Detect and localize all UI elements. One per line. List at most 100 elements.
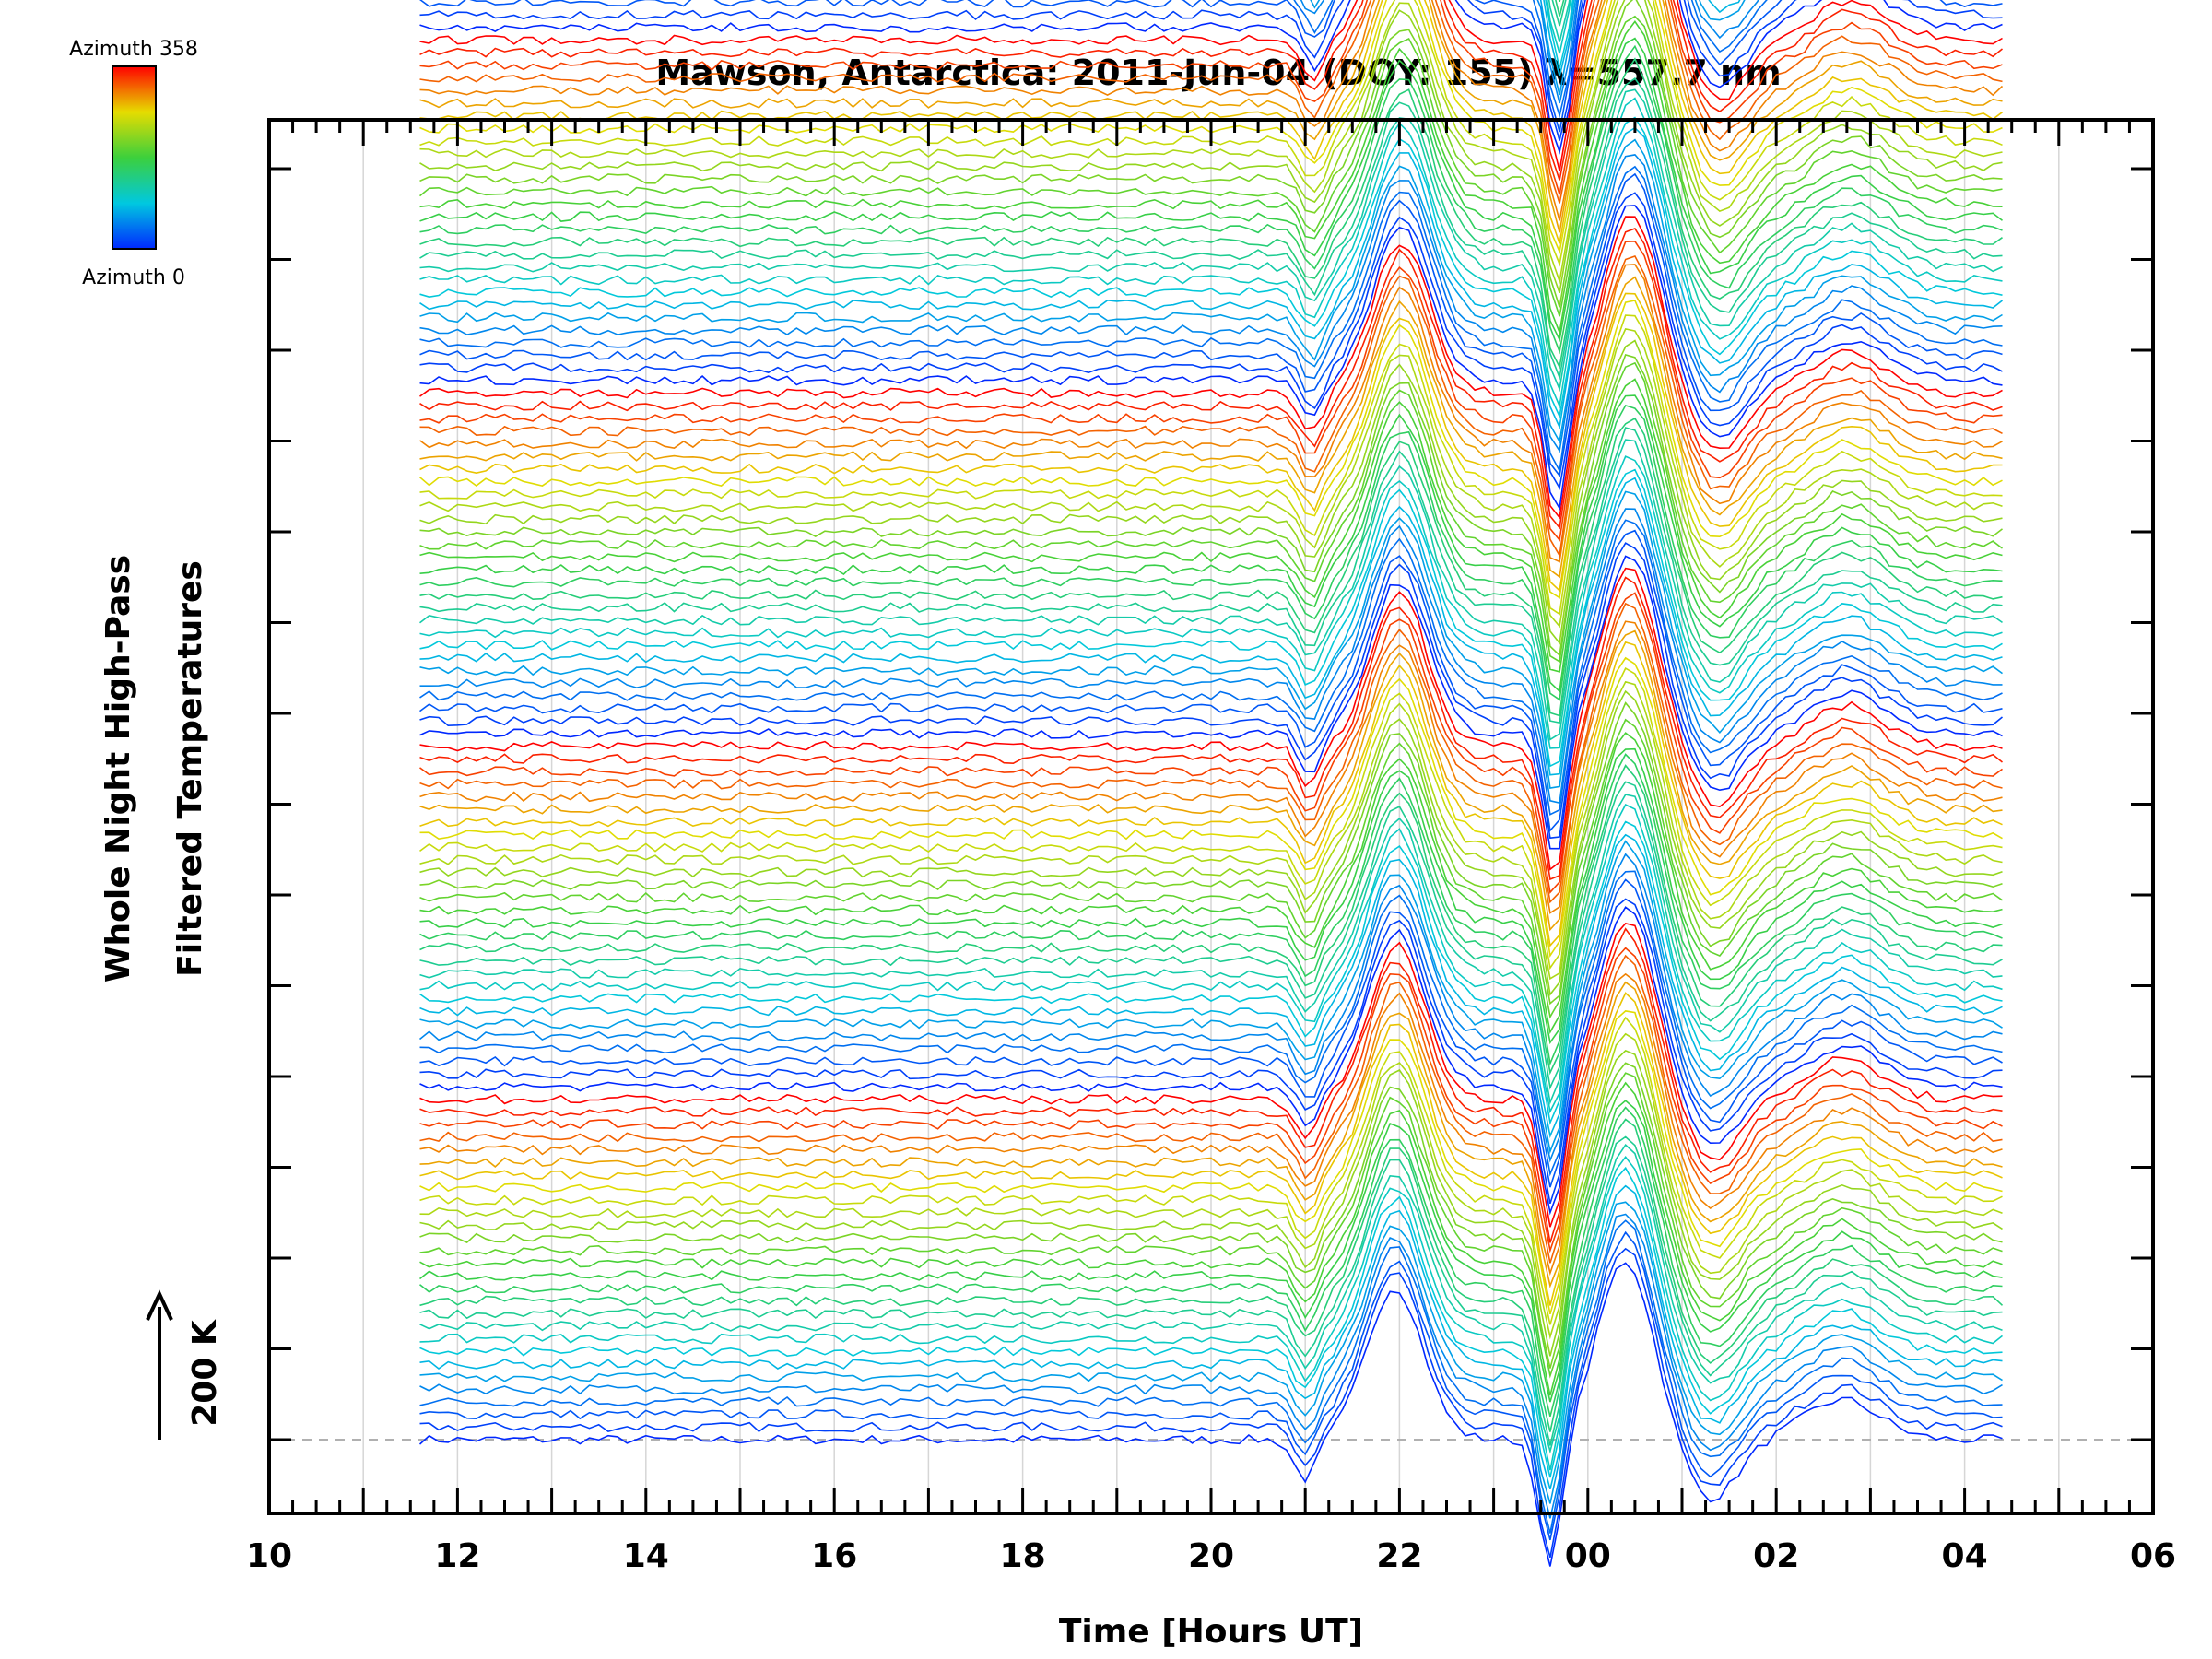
x-tick-label: 18 <box>1000 1537 1046 1575</box>
series-line <box>419 689 2003 996</box>
series-line <box>419 57 2003 370</box>
colorbar-gradient <box>112 65 157 250</box>
y-axis-label-line-2: Filtered Temperatures <box>171 560 209 977</box>
series-line <box>1551 0 1567 27</box>
series-line <box>419 292 2003 593</box>
series-line <box>419 1155 2003 1471</box>
series-line <box>419 718 2003 1019</box>
series-line <box>419 354 2003 657</box>
series-line <box>419 205 2003 511</box>
series-line <box>418 853 2003 1163</box>
colorbar: Azimuth 358 Azimuth 0 <box>69 38 198 289</box>
x-axis-label: Time [Hours UT] <box>1059 1613 1363 1651</box>
series-line <box>419 656 2003 958</box>
series-line <box>419 592 2003 894</box>
x-tick-label: 04 <box>1942 1537 1988 1575</box>
x-tick-label: 20 <box>1188 1537 1234 1575</box>
series-line <box>419 216 2003 520</box>
series-line <box>419 228 2003 530</box>
x-tick-label: 02 <box>1753 1537 1799 1575</box>
series-line <box>419 981 2003 1288</box>
x-tick-label: 14 <box>623 1537 669 1575</box>
series-line <box>419 781 2003 1090</box>
series-line <box>419 1010 2003 1315</box>
series-line <box>419 529 2003 832</box>
scale-bar: 200 K <box>146 1289 224 1440</box>
series-line <box>419 947 2003 1253</box>
x-tick-label: 06 <box>2130 1537 2176 1575</box>
series-line <box>419 620 2003 914</box>
series-line <box>419 490 2003 790</box>
series-line <box>419 878 2003 1188</box>
series-line <box>419 555 2003 850</box>
series-line <box>419 1049 2003 1357</box>
series-line <box>419 255 2003 559</box>
tick-marks <box>267 120 2155 1513</box>
series-line <box>419 567 2003 871</box>
x-tick-label: 00 <box>1565 1537 1611 1575</box>
series-line <box>419 439 2003 741</box>
series-line <box>419 314 2003 616</box>
series-line <box>419 629 2003 932</box>
series-line <box>419 327 2003 629</box>
series-line <box>419 97 2003 409</box>
x-tick-label: 10 <box>246 1537 292 1575</box>
series-line <box>419 1219 2003 1534</box>
series-line <box>419 804 2003 1114</box>
series-line <box>418 300 2003 599</box>
series-line <box>419 764 2003 1076</box>
series-line <box>419 192 2003 490</box>
series-line <box>419 1201 2003 1504</box>
series-line <box>419 1100 2003 1403</box>
series-line <box>419 378 2003 673</box>
series-line <box>419 404 2003 701</box>
series-line <box>419 468 2003 768</box>
series-line <box>419 1143 2003 1454</box>
series-line <box>419 126 2003 430</box>
series-line <box>419 0 2003 285</box>
series-line <box>419 154 2003 453</box>
series-line <box>419 508 2003 805</box>
series-line <box>419 0 2003 204</box>
series-line <box>1543 0 1741 76</box>
series-line <box>419 1072 2003 1379</box>
series-line <box>419 1230 2003 1541</box>
colorbar-top-label: Azimuth 358 <box>69 38 198 61</box>
series-line <box>419 0 2003 233</box>
series-line <box>419 276 2003 579</box>
series-line <box>419 0 2003 294</box>
series-line <box>419 519 2003 816</box>
series-line <box>418 1106 2003 1418</box>
series-line <box>419 701 2003 1006</box>
series-line <box>419 820 2003 1125</box>
series-line <box>419 666 2003 971</box>
series-line <box>419 954 2003 1264</box>
series-line <box>419 240 2003 542</box>
series-line <box>419 1247 2003 1559</box>
series-line <box>419 732 2003 1035</box>
scale-bar-label: 200 K <box>186 1319 224 1427</box>
series-line <box>419 0 2003 244</box>
colorbar-bottom-label: Azimuth 0 <box>82 266 185 289</box>
series-line <box>419 923 2003 1228</box>
series-line <box>419 972 2003 1277</box>
series-line <box>419 361 2003 664</box>
series-line <box>419 870 2003 1177</box>
series-line <box>419 1081 2003 1396</box>
series-line <box>419 0 2003 195</box>
series-line <box>1293 0 1769 119</box>
series-line <box>419 0 2004 181</box>
series-line <box>419 927 2003 1243</box>
series-line <box>419 833 2003 1139</box>
series-line <box>419 898 2003 1205</box>
scale-arrowhead-icon <box>146 1289 173 1321</box>
series-line <box>419 37 2003 343</box>
x-tick-labels: 10 12 14 16 18 20 22 00 02 04 06 <box>246 1537 2176 1575</box>
series-line <box>419 138 2003 444</box>
series-line <box>419 427 2003 724</box>
series-line <box>1310 0 1746 96</box>
series-line <box>419 1062 2003 1369</box>
series-line <box>418 15 2003 317</box>
series-line <box>419 477 2003 776</box>
